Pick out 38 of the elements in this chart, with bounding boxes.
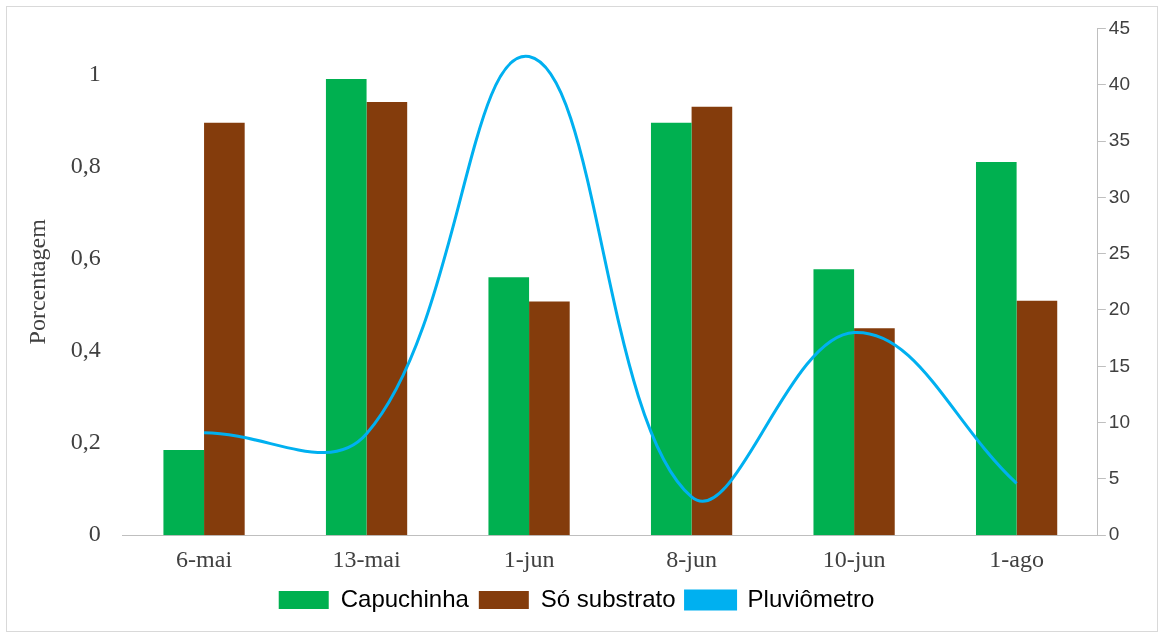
bar bbox=[691, 106, 733, 536]
bar bbox=[813, 269, 855, 536]
bar bbox=[325, 79, 367, 536]
y2-tick-label: 10 bbox=[1108, 410, 1131, 432]
x-tick-label: 1-ago bbox=[989, 545, 1044, 572]
bar bbox=[529, 301, 570, 536]
y2-tick-label: 40 bbox=[1108, 72, 1131, 94]
y2-tick-label: 25 bbox=[1108, 241, 1131, 263]
legend-label: Pluviômetro bbox=[747, 584, 875, 612]
legend-label: Capuchinha bbox=[340, 584, 470, 612]
x-tick-label: 10-jun bbox=[822, 545, 886, 572]
y2-tick-label: 15 bbox=[1108, 354, 1131, 376]
bar bbox=[975, 162, 1017, 536]
bar bbox=[488, 277, 530, 536]
y-tick-label: 0,8 bbox=[70, 151, 101, 178]
x-tick-label: 1-jun bbox=[503, 545, 555, 572]
y2-tick-label: 5 bbox=[1108, 467, 1120, 489]
y2-tick-label: 45 bbox=[1108, 16, 1131, 38]
legend-label: Só substrato bbox=[540, 584, 676, 612]
y2-tick-label: 0 bbox=[1108, 523, 1120, 545]
bar bbox=[650, 122, 692, 536]
bar bbox=[204, 122, 245, 536]
bar bbox=[366, 102, 408, 536]
y-tick-label: 1 bbox=[88, 59, 101, 86]
bar bbox=[163, 449, 205, 536]
x-tick-label: 8-jun bbox=[666, 545, 717, 572]
y-tick-label: 0,4 bbox=[70, 336, 101, 363]
x-tick-label: 13-mai bbox=[332, 545, 401, 572]
y-axis-title: Porcentagem bbox=[23, 218, 50, 345]
y-tick-label: 0,6 bbox=[70, 244, 101, 271]
bar bbox=[1016, 300, 1058, 536]
y2-tick-label: 35 bbox=[1108, 129, 1131, 151]
y-tick-label: 0,2 bbox=[70, 428, 101, 455]
y-tick-label: 0 bbox=[88, 520, 101, 547]
y2-tick-label: 20 bbox=[1108, 298, 1131, 320]
y2-tick-label: 30 bbox=[1108, 185, 1131, 207]
x-tick-label: 6-mai bbox=[176, 545, 233, 572]
bar bbox=[854, 328, 895, 536]
